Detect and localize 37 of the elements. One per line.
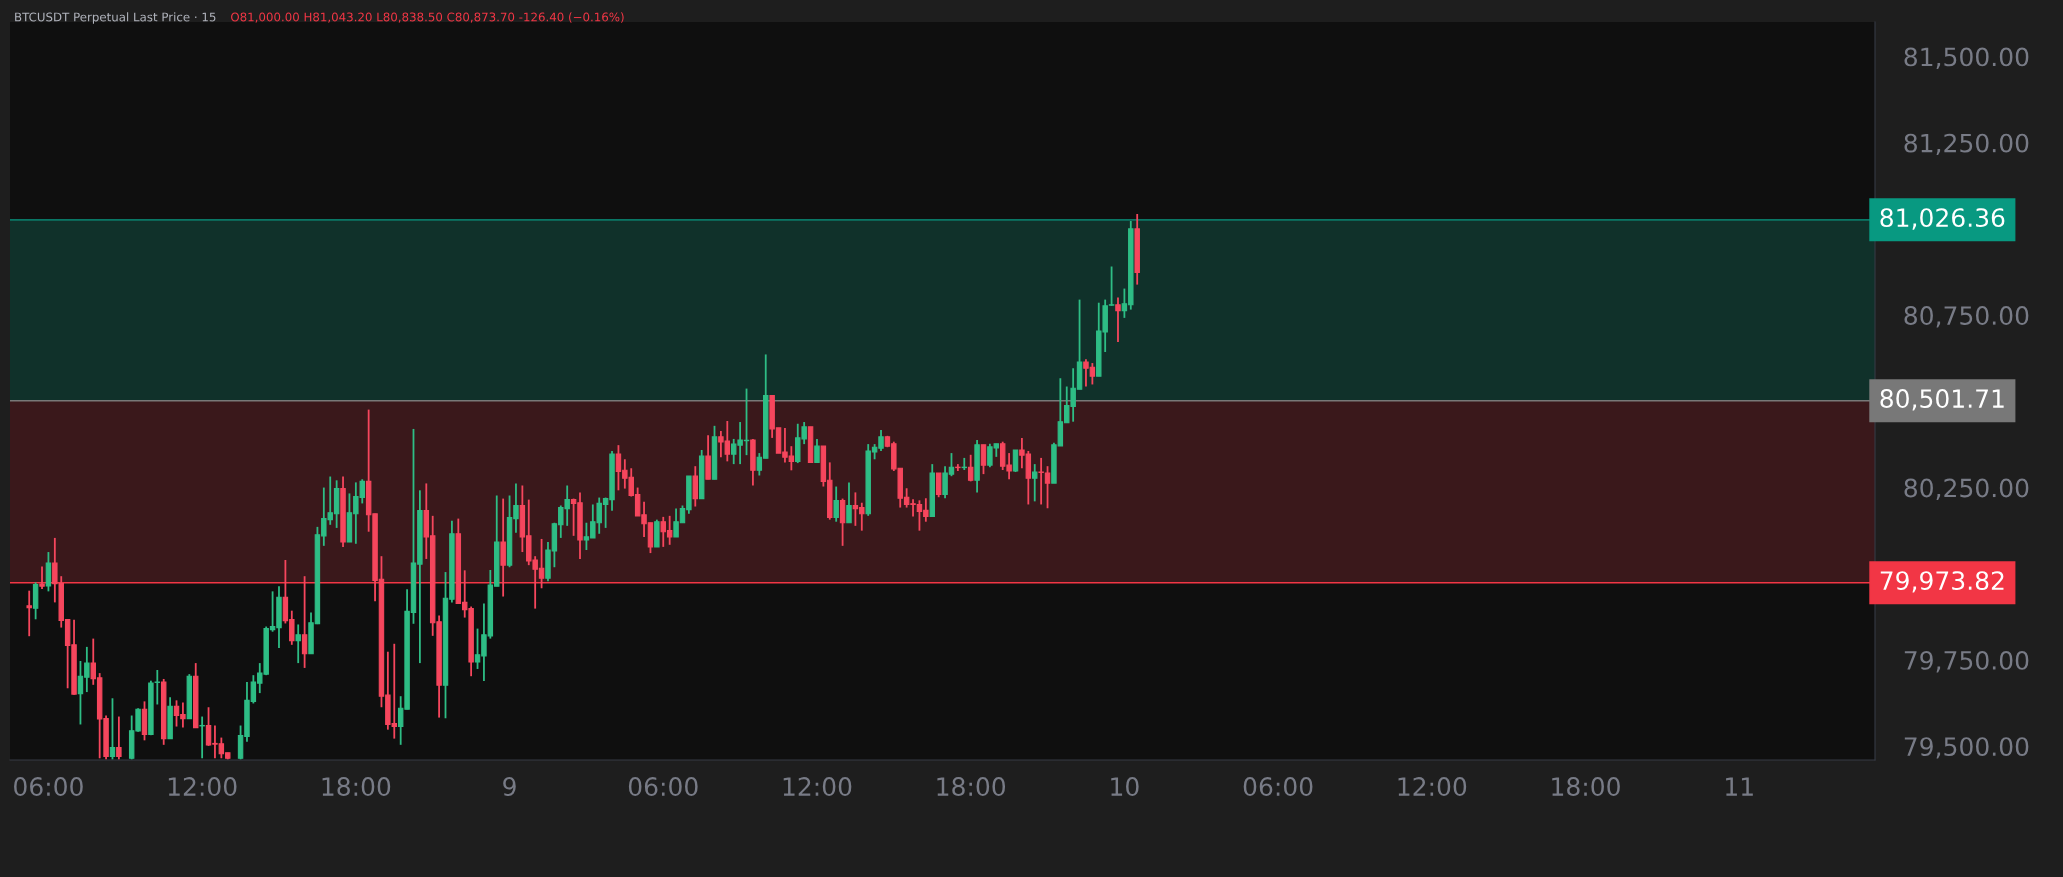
x-tick-label: 11: [1726, 777, 1753, 796]
y-tick-label: 80,750.00: [1904, 306, 2029, 328]
candlestick: [839, 497, 846, 547]
y-tick-label: 79,500.00: [1904, 737, 2029, 759]
y-tick-label: 81,250.00: [1904, 133, 2029, 156]
candlestick: [846, 481, 852, 524]
candlestick: [1115, 296, 1121, 343]
x-tick-label: 12:00: [783, 777, 852, 797]
x-tick-label: 18:00: [1552, 777, 1620, 797]
candlestick: [980, 443, 987, 476]
y-tick-label: 80,250.00: [1904, 478, 2029, 500]
x-tick-label: 10: [1111, 777, 1139, 797]
candlestick: [814, 438, 820, 464]
x-tick-label: 12:00: [1398, 777, 1467, 797]
ref-line-label: 79,973.82: [1880, 571, 2004, 593]
x-tick-label: 06:00: [628, 777, 698, 797]
y-tick-label: 81,500.00: [1904, 47, 2029, 69]
x-tick-label: 06:00: [1243, 777, 1313, 797]
chart-subtitle: O81,000.00 H81,043.20 L80,838.50 C80,873.70 -126.40 (−0.16%): [231, 12, 624, 23]
candlestick: [692, 465, 699, 508]
chart-title: BTCUSDT Perpetual Last Price · 15: [15, 12, 216, 24]
candlestick: [967, 453, 974, 483]
candlestick: [500, 497, 506, 598]
x-tick-label: 06:00: [14, 777, 83, 797]
ref-line-label: 81,026.36: [1880, 208, 2005, 230]
ref-line-label: 80,501.71: [1880, 389, 2004, 411]
x-tick-label: 12:00: [168, 777, 237, 797]
candlestick: [301, 575, 308, 669]
candlestick: [1031, 463, 1038, 503]
y-tick-label: 79,750.00: [1904, 650, 2029, 673]
x-tick-label: 18:00: [322, 777, 391, 797]
candlestick: [833, 485, 839, 523]
candlestick: [705, 434, 711, 481]
candlestick: [295, 623, 301, 664]
candlestick: [935, 472, 942, 499]
x-tick-label: 9: [503, 777, 516, 797]
x-tick-label: 18:00: [937, 777, 1006, 797]
